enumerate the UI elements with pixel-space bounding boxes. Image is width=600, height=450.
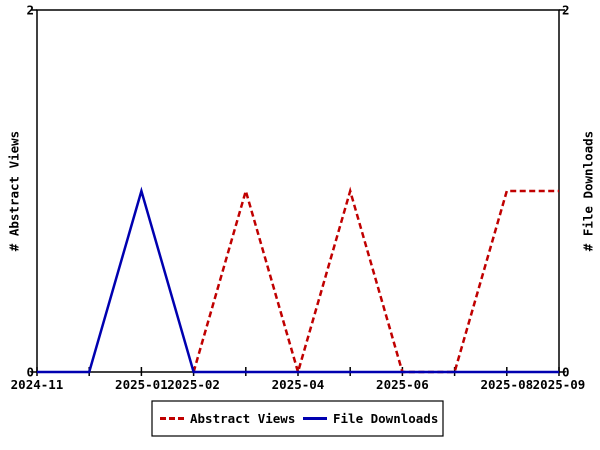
x-tick-label: 2025-09 — [533, 377, 586, 392]
y-tick-label-left: 2 — [26, 3, 34, 18]
x-tick-label: 2025-02 — [167, 377, 220, 392]
legend-label-abstract-views: Abstract Views — [190, 411, 295, 426]
x-axis-labels: 2024-11 2025-01 2025-02 2025-04 2025-06 2025-… — [11, 377, 586, 392]
x-tick-label: 2025-06 — [376, 377, 429, 392]
legend: Abstract Views File Downloads — [151, 400, 444, 437]
abstract-views-line — [192, 186, 559, 377]
x-tick-label: 2025-01 — [115, 377, 168, 392]
y-tick-label-right: 0 — [562, 365, 570, 380]
plot-frame — [36, 9, 560, 373]
right-axis-title: # File Downloads — [581, 131, 596, 251]
x-tick-label: 2025-04 — [272, 377, 325, 392]
series-lines — [37, 186, 559, 377]
x-tick-label: 2024-11 — [11, 377, 64, 392]
y-axis-ticks — [31, 9, 565, 373]
y-tick-label-left: 0 — [26, 365, 34, 380]
y-axis-labels: 0 0 2 2 — [26, 3, 569, 380]
x-tick-label: 2025-08 — [480, 377, 533, 392]
file-downloads-line — [37, 186, 559, 374]
left-axis-title: # Abstract Views — [7, 131, 22, 251]
legend-label-file-downloads: File Downloads — [333, 411, 438, 426]
legend-box — [151, 400, 444, 437]
y-tick-label-right: 2 — [562, 3, 570, 18]
